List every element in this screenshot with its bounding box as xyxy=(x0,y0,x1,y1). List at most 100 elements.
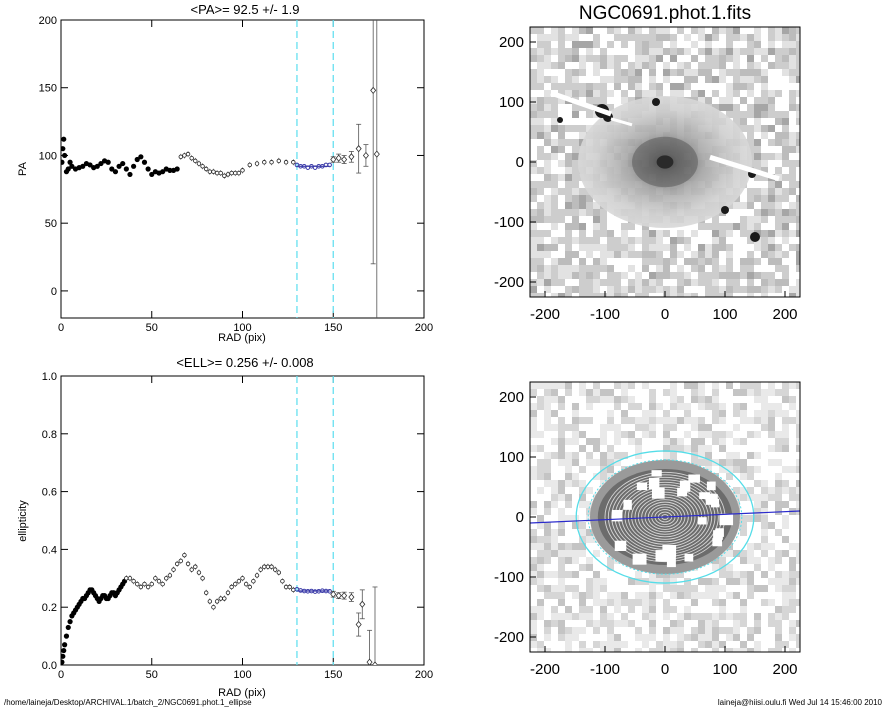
noise-pixel xyxy=(747,557,754,564)
noise-pixel xyxy=(712,599,719,606)
noise-pixel xyxy=(712,403,719,410)
noise-pixel xyxy=(768,237,775,244)
noise-pixel xyxy=(663,613,670,620)
noise-pixel xyxy=(579,550,586,557)
noise-pixel xyxy=(775,251,782,258)
noise-pixel xyxy=(544,146,551,153)
noise-pixel xyxy=(691,627,698,634)
noise-pixel xyxy=(684,48,691,55)
noise-pixel xyxy=(789,403,796,410)
noise-pixel xyxy=(684,251,691,258)
data-point xyxy=(87,162,93,168)
noise-pixel xyxy=(544,529,551,536)
noise-pixel xyxy=(593,389,600,396)
data-point xyxy=(189,567,194,572)
noise-pixel xyxy=(600,480,607,487)
noise-pixel xyxy=(614,403,621,410)
noise-pixel xyxy=(754,55,761,62)
noise-pixel xyxy=(796,174,800,181)
noise-pixel xyxy=(537,223,544,230)
noise-pixel xyxy=(789,286,796,293)
noise-pixel xyxy=(754,244,761,251)
isophote-ring xyxy=(641,499,689,535)
noise-pixel xyxy=(670,452,677,459)
y-tick-label: 0.6 xyxy=(42,487,57,499)
noise-pixel xyxy=(719,641,726,648)
noise-pixel xyxy=(754,153,761,160)
noise-pixel xyxy=(530,118,537,125)
noise-pixel xyxy=(719,41,726,48)
noise-pixel xyxy=(551,389,558,396)
noise-pixel xyxy=(621,237,628,244)
noise-pixel xyxy=(789,146,796,153)
data-point xyxy=(62,642,68,648)
noise-pixel xyxy=(586,41,593,48)
noise-pixel xyxy=(782,389,789,396)
noise-pixel xyxy=(789,487,796,494)
noise-pixel xyxy=(614,459,621,466)
noise-pixel xyxy=(789,382,796,389)
noise-pixel xyxy=(586,118,593,125)
noise-pixel xyxy=(642,424,649,431)
pa-profile-plot: <PA>= 92.5 +/- 1.9 RAD (pix) PA 0 50 100 15… xyxy=(17,2,433,344)
noise-pixel xyxy=(670,244,677,251)
noise-pixel xyxy=(761,487,768,494)
noise-pixel xyxy=(572,543,579,550)
noise-pixel xyxy=(712,431,719,438)
noise-pixel xyxy=(705,641,712,648)
data-point xyxy=(214,170,220,176)
noise-pixel xyxy=(565,160,572,167)
noise-pixel xyxy=(579,41,586,48)
noise-pixel xyxy=(607,62,614,69)
noise-pixel xyxy=(684,76,691,83)
noise-pixel xyxy=(761,34,768,41)
noise-pixel xyxy=(789,592,796,599)
noise-pixel xyxy=(544,139,551,146)
noise-pixel xyxy=(733,648,740,652)
noise-pixel xyxy=(712,97,719,104)
noise-pixel xyxy=(677,438,684,445)
noise-pixel xyxy=(726,543,733,550)
noise-pixel xyxy=(586,452,593,459)
noise-pixel xyxy=(544,279,551,286)
noise-pixel xyxy=(565,111,572,118)
noise-pixel xyxy=(747,272,754,279)
noise-pixel xyxy=(565,272,572,279)
noise-pixel xyxy=(789,265,796,272)
x-tick-label: 0 xyxy=(661,661,669,678)
noise-pixel xyxy=(677,90,684,97)
data-point xyxy=(167,573,173,578)
noise-pixel xyxy=(726,83,733,90)
noise-pixel xyxy=(600,648,607,652)
noise-pixel xyxy=(796,76,800,83)
data-point xyxy=(218,170,223,176)
noise-pixel xyxy=(572,592,579,599)
y-tick-label: 50 xyxy=(45,218,57,230)
noise-pixel xyxy=(635,403,642,410)
masked-pixel xyxy=(706,481,716,491)
noise-pixel xyxy=(649,648,656,652)
noise-pixel xyxy=(663,445,670,452)
noise-pixel xyxy=(775,34,782,41)
noise-pixel xyxy=(579,258,586,265)
noise-pixel xyxy=(789,627,796,634)
noise-pixel xyxy=(712,410,719,417)
x-tick-label: 100 xyxy=(712,306,737,323)
noise-pixel xyxy=(537,209,544,216)
noise-pixel xyxy=(712,438,719,445)
data-point xyxy=(247,162,252,168)
noise-pixel xyxy=(572,431,579,438)
noise-pixel xyxy=(572,522,579,529)
noise-pixel xyxy=(775,438,782,445)
noise-pixel xyxy=(789,55,796,62)
noise-pixel xyxy=(768,648,775,652)
data-point xyxy=(182,552,187,558)
noise-pixel xyxy=(628,578,635,585)
noise-pixel xyxy=(614,438,621,445)
noise-pixel xyxy=(558,515,565,522)
noise-pixel xyxy=(782,480,789,487)
noise-pixel xyxy=(579,641,586,648)
noise-pixel xyxy=(642,69,649,76)
noise-pixel xyxy=(691,62,698,69)
noise-pixel xyxy=(600,620,607,627)
